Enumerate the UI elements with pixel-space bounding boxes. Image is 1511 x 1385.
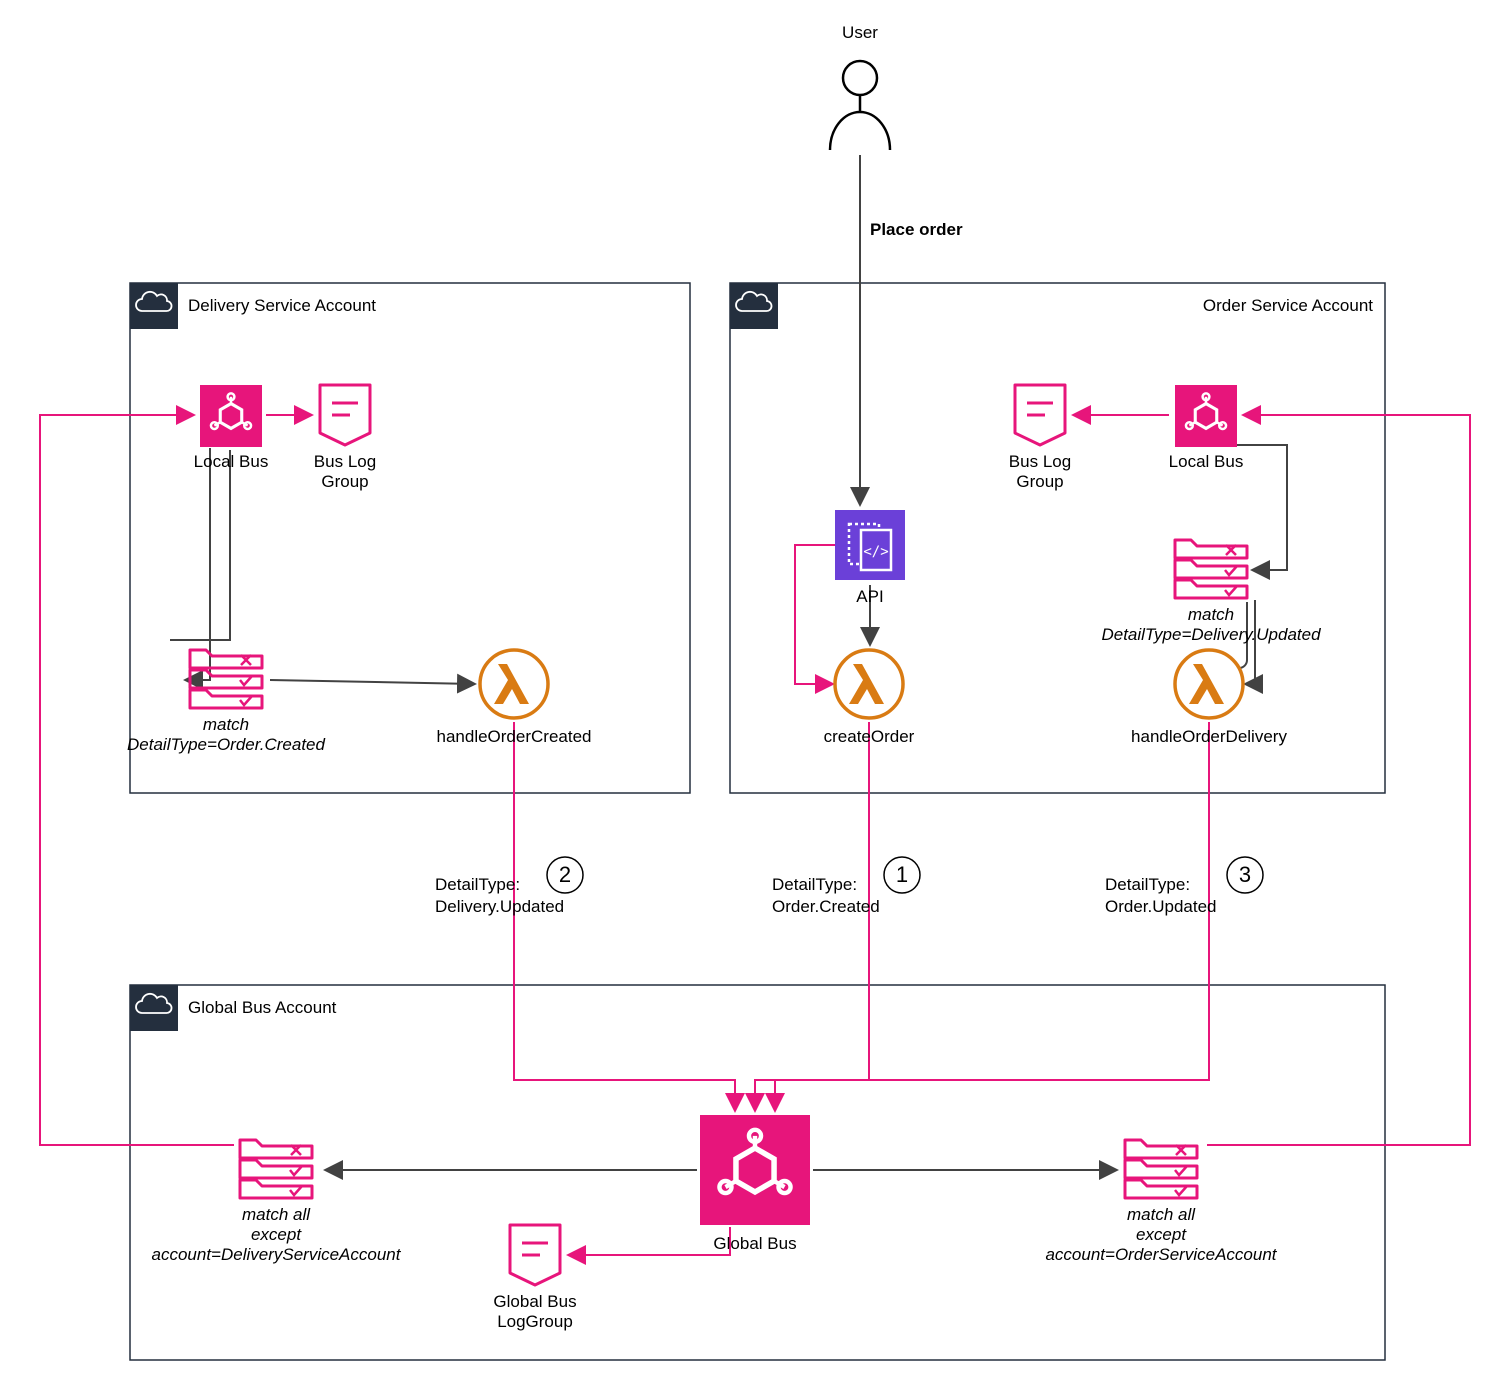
global-bus-label: Global Bus — [713, 1234, 796, 1253]
edge-step1 — [755, 722, 869, 1111]
svg-text:</>: </> — [863, 544, 888, 560]
global-rule-left-l1: match all — [242, 1205, 311, 1224]
step-label-s1-l2: Order.Created — [772, 897, 880, 916]
account-title: Delivery Service Account — [188, 296, 376, 315]
delivery-buslog-l1: Bus Log — [314, 452, 376, 471]
step-label-s1-l1: DetailType: — [772, 875, 857, 894]
handle-order-created-label: handleOrderCreated — [437, 727, 592, 746]
edge-step2 — [514, 722, 735, 1111]
delivery-rule-l2: DetailType=Order.Created — [127, 735, 325, 754]
step-label-s2-l2: Delivery.Updated — [435, 897, 564, 916]
global-buslog-l2: LogGroup — [497, 1312, 573, 1331]
step-label-s3-l1: DetailType: — [1105, 875, 1190, 894]
user-label: User — [842, 23, 878, 42]
edge-localbus-rule-delivery — [170, 450, 230, 640]
step-label-s3-l2: Order.Updated — [1105, 897, 1217, 916]
edge-globalbus-log — [568, 1227, 730, 1255]
global-rule-left-l2: except — [251, 1225, 302, 1244]
handle-order-delivery-label: handleOrderDelivery — [1131, 727, 1287, 746]
edge-global-to-order — [1207, 415, 1470, 1145]
order-buslog-l2: Group — [1016, 472, 1063, 491]
global-rule-right-l3: account=OrderServiceAccount — [1045, 1245, 1277, 1264]
order-buslog-l1: Bus Log — [1009, 452, 1071, 471]
order-local-bus-label: Local Bus — [1169, 452, 1244, 471]
order-rule-l2: DetailType=Delivery.Updated — [1101, 625, 1321, 644]
svg-text:1: 1 — [896, 862, 908, 887]
order-rule-l1: match — [1188, 605, 1234, 624]
svg-text:3: 3 — [1239, 862, 1251, 887]
svg-text:2: 2 — [559, 862, 571, 887]
edge-global-to-delivery — [40, 415, 234, 1145]
global-rule-right-l1: match all — [1127, 1205, 1196, 1224]
api-label: API — [856, 587, 883, 606]
global-rule-left-l3: account=DeliveryServiceAccount — [152, 1245, 402, 1264]
delivery-rule-l1: match — [203, 715, 249, 734]
account-title: Global Bus Account — [188, 998, 337, 1017]
delivery-buslog-l2: Group — [321, 472, 368, 491]
edge-step3 — [775, 722, 1209, 1111]
account-title: Order Service Account — [1203, 296, 1373, 315]
create-order-label: createOrder — [824, 727, 915, 746]
delivery-local-bus-label: Local Bus — [194, 452, 269, 471]
place-order-label: Place order — [870, 220, 963, 239]
global-buslog-l1: Global Bus — [493, 1292, 576, 1311]
step-label-s2-l1: DetailType: — [435, 875, 520, 894]
global-rule-right-l2: except — [1136, 1225, 1187, 1244]
